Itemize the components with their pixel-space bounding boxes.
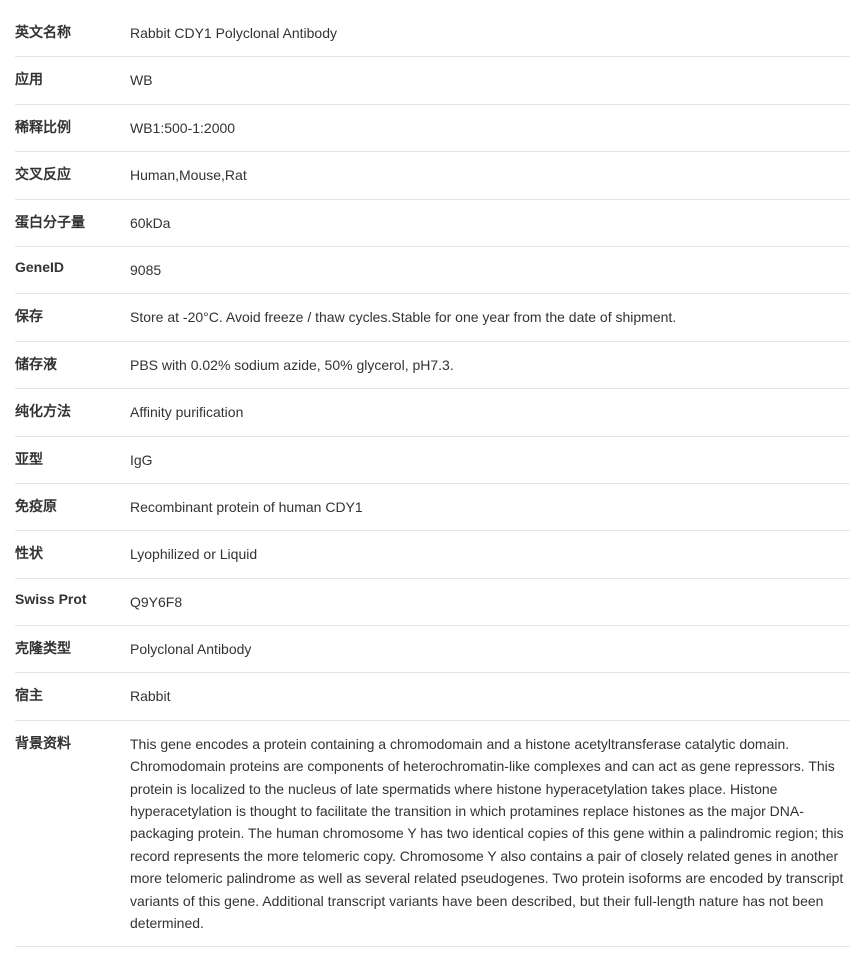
row-label: 交叉反应 [15,164,130,186]
table-row: 稀释比例 WB1:500-1:2000 [15,105,850,152]
row-value: This gene encodes a protein containing a… [130,733,850,935]
row-value: IgG [130,449,850,471]
table-row: 应用 WB [15,57,850,104]
row-label: 保存 [15,306,130,328]
row-label: Swiss Prot [15,591,130,613]
row-value: Human,Mouse,Rat [130,164,850,186]
row-label: 克隆类型 [15,638,130,660]
row-value: 60kDa [130,212,850,234]
row-label: 应用 [15,69,130,91]
row-label: 宿主 [15,685,130,707]
row-value: Polyclonal Antibody [130,638,850,660]
table-row: 免疫原 Recombinant protein of human CDY1 [15,484,850,531]
spec-table: 英文名称 Rabbit CDY1 Polyclonal Antibody 应用 … [15,10,850,947]
row-label: 稀释比例 [15,117,130,139]
table-row: 交叉反应 Human,Mouse,Rat [15,152,850,199]
row-value: Recombinant protein of human CDY1 [130,496,850,518]
row-label: GeneID [15,259,130,281]
row-value: PBS with 0.02% sodium azide, 50% glycero… [130,354,850,376]
row-value: WB [130,69,850,91]
row-label: 背景资料 [15,733,130,935]
table-row: 储存液 PBS with 0.02% sodium azide, 50% gly… [15,342,850,389]
row-label: 性状 [15,543,130,565]
table-row: 保存 Store at -20°C. Avoid freeze / thaw c… [15,294,850,341]
table-row: 宿主 Rabbit [15,673,850,720]
row-value: WB1:500-1:2000 [130,117,850,139]
table-row: 克隆类型 Polyclonal Antibody [15,626,850,673]
table-row: 蛋白分子量 60kDa [15,200,850,247]
table-row: Swiss Prot Q9Y6F8 [15,579,850,626]
table-row: 英文名称 Rabbit CDY1 Polyclonal Antibody [15,10,850,57]
row-value: Rabbit CDY1 Polyclonal Antibody [130,22,850,44]
row-value: Q9Y6F8 [130,591,850,613]
table-row: GeneID 9085 [15,247,850,294]
row-value: Affinity purification [130,401,850,423]
row-value: Store at -20°C. Avoid freeze / thaw cycl… [130,306,850,328]
row-value: Rabbit [130,685,850,707]
table-row: 背景资料 This gene encodes a protein contain… [15,721,850,948]
table-row: 性状 Lyophilized or Liquid [15,531,850,578]
row-label: 免疫原 [15,496,130,518]
row-label: 蛋白分子量 [15,212,130,234]
table-row: 亚型 IgG [15,437,850,484]
row-value: 9085 [130,259,850,281]
row-value: Lyophilized or Liquid [130,543,850,565]
row-label: 纯化方法 [15,401,130,423]
row-label: 英文名称 [15,22,130,44]
row-label: 储存液 [15,354,130,376]
row-label: 亚型 [15,449,130,471]
table-row: 纯化方法 Affinity purification [15,389,850,436]
